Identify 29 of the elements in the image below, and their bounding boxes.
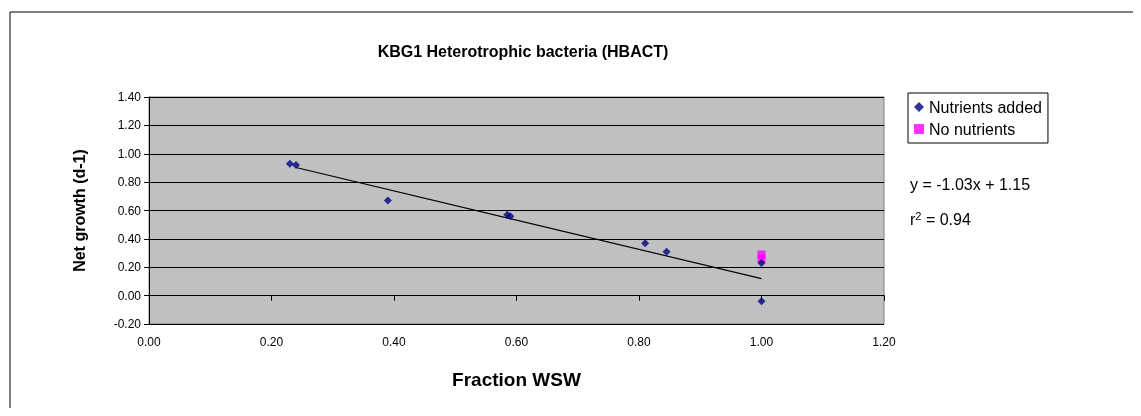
- point: [292, 161, 300, 170]
- x-tick-label: 0.60: [504, 335, 529, 349]
- point: [757, 297, 766, 306]
- chart-title: KBG1 Heterotrophic bacteria (HBACT): [377, 42, 669, 60]
- y-axis-title: Net growth (d-1): [70, 149, 88, 272]
- y-tick-label: -0.20: [113, 317, 142, 331]
- y-tick-label: 0.80: [117, 175, 142, 190]
- legend-label: Nutrients added: [929, 98, 1042, 116]
- point: [662, 247, 671, 256]
- x-axis-title: Fraction WSW: [452, 369, 581, 390]
- y-tick-label: 0.20: [117, 260, 142, 275]
- text: y = -1.03x + 1.15: [910, 175, 1031, 193]
- point: [757, 258, 766, 267]
- x-tick-label: 0.40: [382, 335, 406, 349]
- y-tick-label: 1.40: [117, 90, 142, 104]
- y-tick-label: 0.40: [117, 231, 142, 246]
- point: [383, 196, 392, 205]
- y-tick-label: 0.00: [117, 288, 142, 303]
- x-tick-label: 0.00: [137, 335, 161, 349]
- y-tick-label: 1.20: [117, 118, 142, 133]
- point: [641, 239, 650, 248]
- legend-label: No nutrients: [929, 120, 1016, 138]
- y-tick-label: 0.60: [117, 203, 142, 218]
- x-tick-label: 0.20: [259, 335, 284, 349]
- x-tick-label: 0.80: [627, 335, 651, 349]
- x-tick-label: 1.20: [872, 335, 896, 349]
- y-tick-label: 1.00: [117, 146, 142, 161]
- x-tick-label: 1.00: [749, 335, 774, 349]
- point: [285, 159, 294, 168]
